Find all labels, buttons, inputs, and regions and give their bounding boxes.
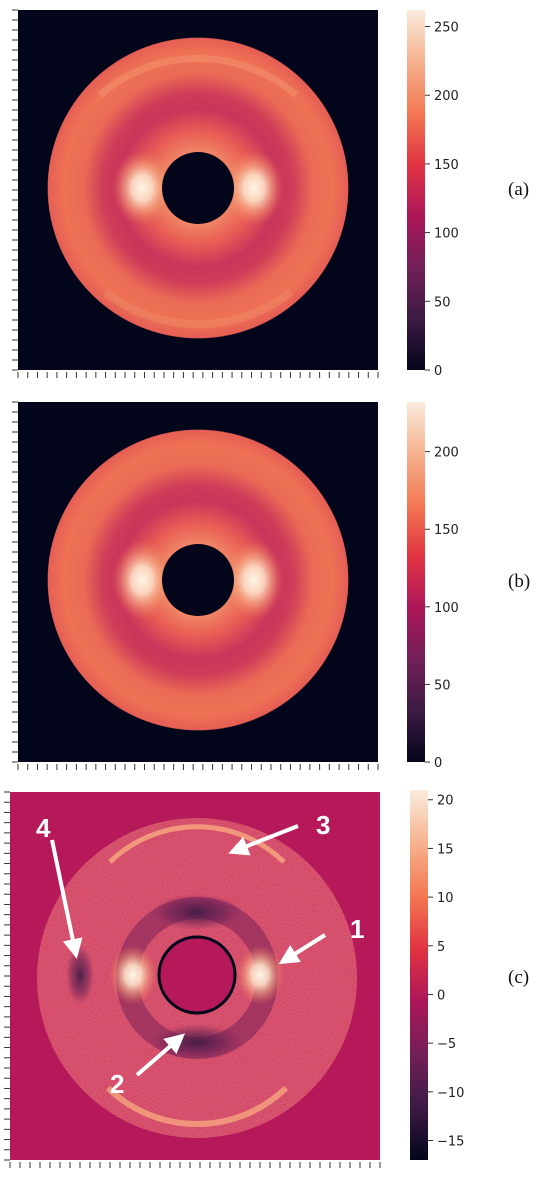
panel-a-label: (a) bbox=[508, 179, 529, 200]
colorbar-tick-label: 0 bbox=[434, 364, 442, 379]
colorbar-tick-label: 50 bbox=[434, 678, 451, 693]
panel-c-dark-top bbox=[152, 894, 242, 930]
annotation-label-2: 2 bbox=[110, 1069, 124, 1099]
panel-b-bottom-ticks bbox=[17, 764, 379, 770]
panel-b-left-ticks bbox=[12, 401, 18, 763]
panel-c-arc-top bbox=[108, 824, 286, 864]
panel-a-center-hole bbox=[162, 152, 234, 224]
panel-b: 0 50 100 150 200 (b) bbox=[12, 401, 530, 771]
annotation-label-3: 3 bbox=[316, 810, 330, 840]
colorbar-tick-label: 100 bbox=[434, 601, 459, 616]
colorbar-tick-label: 200 bbox=[434, 89, 459, 104]
annotation-label-4: 4 bbox=[36, 813, 51, 843]
colorbar-tick-label: 0 bbox=[434, 756, 442, 771]
panel-b-colorbar-ticks: 0 50 100 150 200 bbox=[425, 446, 459, 771]
colorbar-tick-label: 150 bbox=[434, 523, 459, 538]
panel-a-bottom-ticks bbox=[17, 372, 379, 378]
panel-b-center-hole bbox=[162, 544, 234, 616]
panel-c-colorbar bbox=[410, 790, 428, 1160]
annotation-arrow-4 bbox=[50, 839, 83, 959]
panel-a-lobe-right bbox=[224, 150, 284, 226]
colorbar-tick-label: 0 bbox=[437, 988, 445, 1003]
panel-c-center-hole bbox=[157, 935, 237, 1015]
panel-c-arc-bottom bbox=[105, 1085, 289, 1127]
panel-c: 20 15 10 5 0 −5 −10 −15 (c) 1 2 3 4 bbox=[4, 790, 529, 1168]
panel-b-lobe-left bbox=[112, 540, 172, 620]
panel-a-colorbar-ticks: 0 50 100 150 200 250 bbox=[425, 20, 459, 379]
colorbar-tick-label: −5 bbox=[437, 1037, 456, 1052]
annotation-arrow-2 bbox=[135, 1033, 186, 1077]
panel-c-left-ticks bbox=[4, 791, 10, 1161]
panel-b-label: (b) bbox=[508, 571, 530, 592]
panel-c-colorbar-ticks: 20 15 10 5 0 −5 −10 −15 bbox=[428, 794, 464, 1150]
panel-b-lobe-right bbox=[224, 540, 284, 620]
colorbar-tick-label: 50 bbox=[434, 295, 451, 310]
annotation-label-1: 1 bbox=[350, 914, 364, 944]
colorbar-tick-label: 150 bbox=[434, 158, 459, 173]
panel-c-bottom-ticks bbox=[9, 1162, 381, 1168]
colorbar-tick-label: 100 bbox=[434, 227, 459, 242]
panel-c-lobe-right bbox=[236, 945, 284, 1005]
panel-a-colorbar bbox=[407, 10, 425, 370]
colorbar-tick-label: 200 bbox=[434, 446, 459, 461]
colorbar-tick-label: 10 bbox=[437, 891, 454, 906]
annotation-arrow-3 bbox=[228, 824, 299, 856]
colorbar-tick-label: 15 bbox=[437, 842, 454, 857]
panel-a: 0 50 100 150 200 250 (a) bbox=[12, 9, 529, 379]
panel-a-left-ticks bbox=[12, 9, 18, 371]
colorbar-tick-label: −10 bbox=[437, 1086, 464, 1101]
panel-a-lobe-left bbox=[112, 150, 172, 226]
panel-c-label: (c) bbox=[508, 967, 529, 988]
colorbar-tick-label: 250 bbox=[434, 20, 459, 35]
colorbar-tick-label: 5 bbox=[437, 940, 445, 955]
panel-c-lobe-left bbox=[109, 945, 157, 1005]
annotation-arrow-1 bbox=[278, 933, 327, 965]
panel-c-dark-bottom bbox=[152, 1024, 242, 1060]
colorbar-tick-label: −15 bbox=[437, 1135, 464, 1150]
panel-b-colorbar bbox=[407, 402, 425, 762]
panel-c-dark-left bbox=[66, 945, 94, 1005]
colorbar-tick-label: 20 bbox=[437, 794, 454, 809]
